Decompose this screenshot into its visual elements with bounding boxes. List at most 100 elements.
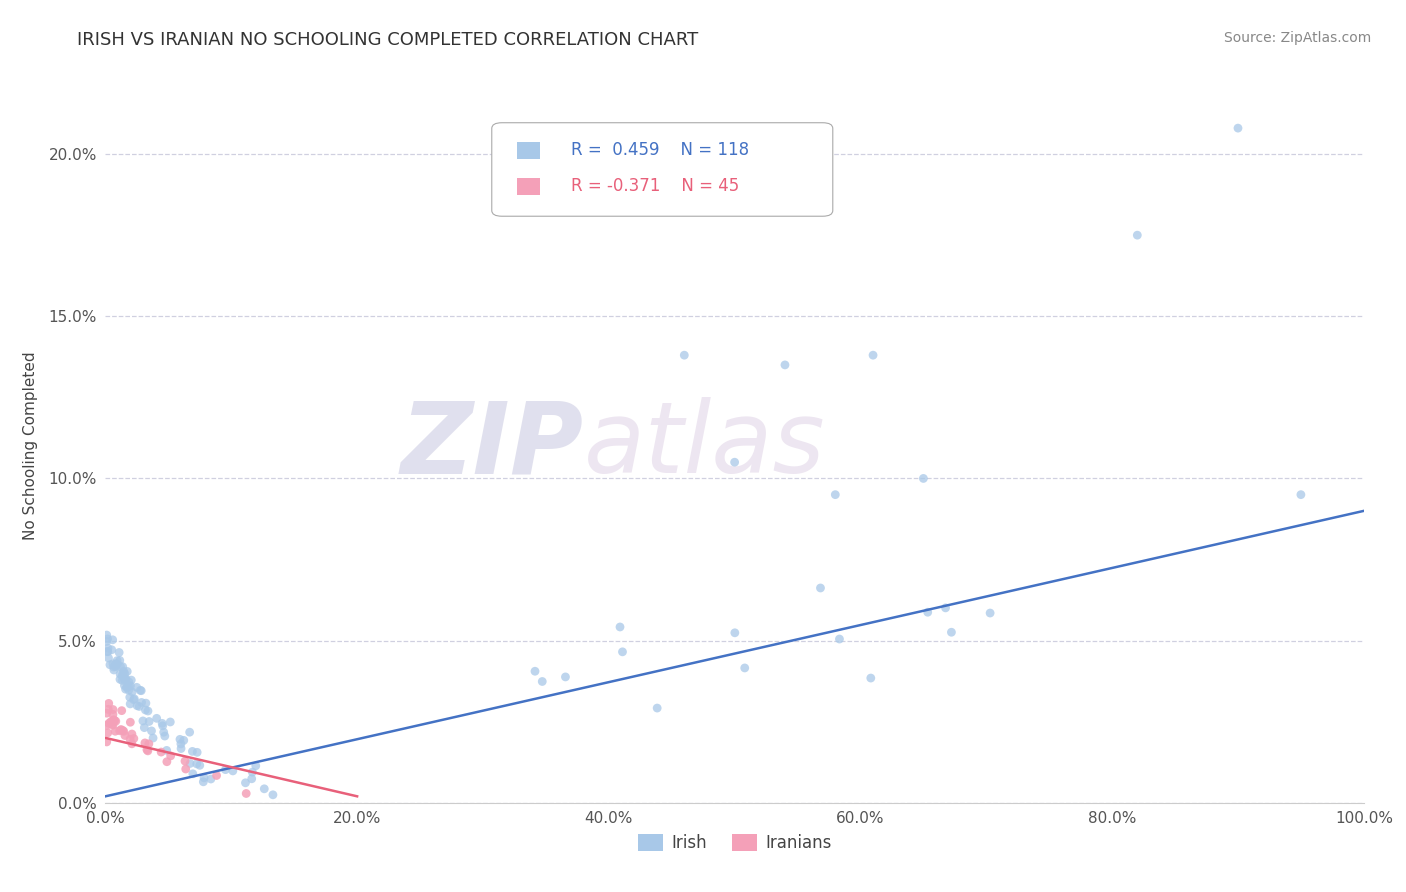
Point [97, 697, 120, 711]
Point [186, 756, 208, 771]
Point [98, 657, 121, 672]
Point [917, 605, 939, 619]
Point [115, 681, 138, 695]
Point [609, 620, 631, 634]
Point [120, 697, 142, 711]
Point [108, 645, 131, 659]
Point [824, 488, 846, 502]
Point [122, 731, 145, 746]
Point [97, 726, 120, 740]
Point [554, 670, 576, 684]
Point [645, 701, 668, 715]
Point [150, 745, 173, 759]
Point [96, 628, 118, 642]
Point [174, 762, 197, 776]
Point [200, 772, 222, 786]
Point [235, 787, 257, 801]
Point [174, 754, 197, 768]
Point [152, 719, 174, 733]
Point [117, 665, 139, 679]
Point [240, 772, 263, 786]
Y-axis label: No Schooling Completed: No Schooling Completed [22, 351, 38, 541]
Point [104, 724, 127, 739]
Point [105, 657, 128, 672]
Point [193, 774, 215, 789]
Point [912, 471, 935, 485]
Point [810, 581, 832, 595]
Point [136, 704, 159, 718]
Point [214, 763, 236, 777]
Point [114, 682, 136, 697]
Point [97, 651, 120, 665]
Point [111, 659, 134, 673]
Point [129, 683, 152, 698]
Point [150, 716, 173, 731]
Point [96, 634, 118, 648]
Point [125, 681, 148, 695]
Point [100, 714, 122, 729]
Point [105, 654, 128, 668]
Point [112, 673, 135, 687]
Point [173, 733, 195, 747]
Point [104, 714, 127, 729]
Text: ZIP: ZIP [401, 398, 583, 494]
Point [138, 737, 160, 751]
Point [935, 600, 957, 615]
Point [96, 735, 118, 749]
Point [96, 706, 118, 721]
Text: Source: ZipAtlas.com: Source: ZipAtlas.com [1223, 31, 1371, 45]
Point [179, 725, 201, 739]
Point [1126, 228, 1149, 243]
Point [96, 718, 118, 732]
Point [114, 729, 136, 743]
Legend: Irish, Iranians: Irish, Iranians [631, 827, 838, 859]
Point [153, 729, 176, 743]
Point [111, 723, 134, 738]
Point [245, 759, 267, 773]
Point [723, 455, 745, 469]
Point [114, 666, 136, 681]
Point [96, 644, 118, 658]
Point [111, 669, 134, 683]
Point [111, 666, 134, 681]
Point [124, 691, 146, 706]
Point [142, 731, 165, 745]
Text: R = -0.371    N = 45: R = -0.371 N = 45 [571, 177, 740, 194]
Point [120, 715, 142, 730]
Point [186, 745, 208, 759]
Point [112, 724, 135, 739]
Point [253, 781, 276, 796]
Point [131, 695, 153, 709]
Point [112, 665, 135, 679]
Point [101, 717, 124, 731]
Point [111, 704, 134, 718]
Point [169, 732, 191, 747]
Point [101, 632, 124, 647]
Point [134, 721, 156, 735]
Point [612, 645, 634, 659]
Point [138, 714, 160, 729]
Point [159, 748, 181, 763]
Point [979, 606, 1001, 620]
Point [145, 711, 167, 725]
Point [101, 718, 124, 732]
Bar [517, 178, 540, 194]
Point [240, 765, 263, 780]
Point [121, 737, 143, 751]
Point [152, 725, 174, 739]
Point [141, 723, 163, 738]
Point [673, 348, 696, 362]
Point [103, 660, 125, 674]
Point [170, 737, 193, 751]
Text: IRISH VS IRANIAN NO SCHOOLING COMPLETED CORRELATION CHART: IRISH VS IRANIAN NO SCHOOLING COMPLETED … [77, 31, 699, 49]
Point [181, 766, 204, 780]
Point [115, 672, 138, 686]
Point [159, 714, 181, 729]
Point [524, 665, 547, 679]
Point [110, 659, 132, 673]
Point [101, 702, 124, 716]
Point [110, 723, 132, 737]
Point [135, 696, 157, 710]
Point [114, 672, 136, 686]
Point [170, 741, 193, 756]
